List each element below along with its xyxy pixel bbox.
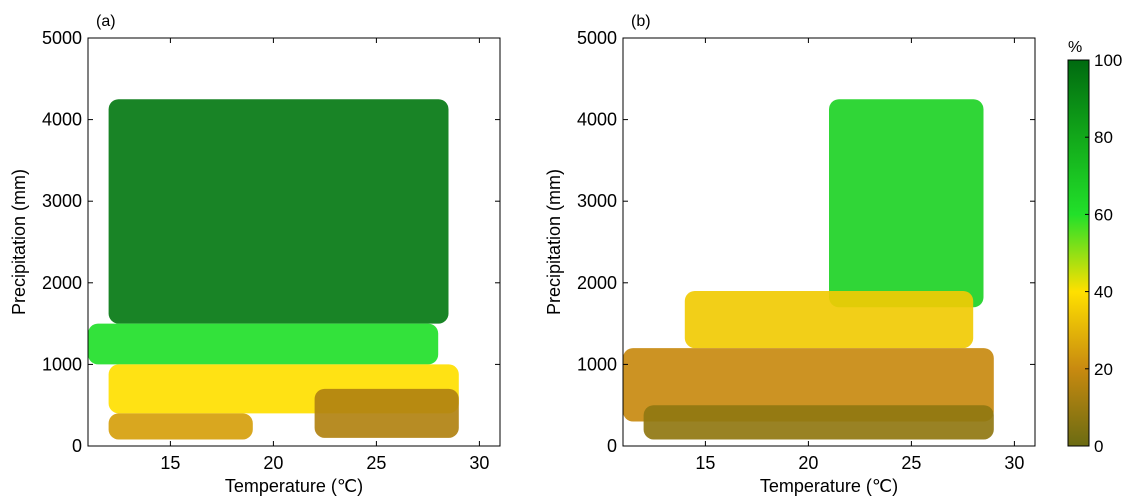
panel-a-x-ticks: 15 20 25 30: [160, 38, 489, 473]
panel-b-xlabel: Temperature (℃): [760, 476, 898, 496]
y-tick-label: 0: [607, 436, 617, 456]
panel-a-ylabel: Precipitation (mm): [9, 169, 29, 315]
y-tick-label: 2000: [42, 273, 82, 293]
panel-b-label: (b): [631, 13, 651, 30]
y-tick-label: 5000: [42, 28, 82, 48]
x-tick-label: 20: [263, 453, 283, 473]
heatmap-region: [108, 413, 253, 440]
heatmap-region: [314, 388, 459, 438]
y-tick-label: 1000: [577, 354, 617, 374]
heatmap-region: [88, 323, 439, 365]
panel-a-heatmap: [88, 99, 459, 440]
y-tick-label: 1000: [42, 354, 82, 374]
y-tick-label: 3000: [577, 191, 617, 211]
panel-b-heatmap: [623, 99, 994, 440]
y-tick-label: 4000: [42, 110, 82, 130]
panel-b-x-ticks: 15 20 25 30: [695, 38, 1024, 473]
colorbar: % 0 20 40 60 80 100: [1067, 39, 1122, 456]
colorbar-tick-label: 80: [1094, 128, 1113, 147]
colorbar-gradient: [1067, 59, 1090, 447]
panel-a-xlabel: Temperature (℃): [225, 476, 363, 496]
heatmap-region: [623, 348, 994, 422]
panel-a: (a) Temperature (℃) Precipitation (mm) 1…: [9, 13, 501, 496]
panel-a-frame: [87, 37, 501, 447]
y-tick-label: 4000: [577, 110, 617, 130]
colorbar-unit-label: %: [1068, 39, 1082, 56]
x-tick-label: 30: [1004, 453, 1024, 473]
colorbar-tick-label: 40: [1094, 283, 1113, 302]
x-tick-label: 20: [798, 453, 818, 473]
y-tick-label: 2000: [577, 273, 617, 293]
x-tick-label: 15: [695, 453, 715, 473]
x-tick-label: 25: [901, 453, 921, 473]
panel-b-ylabel: Precipitation (mm): [544, 169, 564, 315]
panel-b-y-ticks: 0 1000 2000 3000 4000 5000: [577, 28, 1035, 456]
panel-b-frame: [622, 37, 1036, 447]
colorbar-tick-label: 20: [1094, 360, 1113, 379]
colorbar-ticks: 0 20 40 60 80 100: [1085, 51, 1122, 456]
x-tick-label: 25: [366, 453, 386, 473]
x-tick-label: 15: [160, 453, 180, 473]
panel-a-y-ticks: 0 1000 2000 3000 4000 5000: [42, 28, 500, 456]
colorbar-tick-label: 0: [1094, 437, 1103, 456]
heatmap-region: [108, 99, 449, 324]
colorbar-tick-label: 100: [1094, 51, 1122, 70]
x-tick-label: 30: [469, 453, 489, 473]
panel-a-label: (a): [96, 13, 116, 30]
y-tick-label: 3000: [42, 191, 82, 211]
heatmap-region: [829, 99, 984, 308]
panel-b: (b) Temperature (℃) Precipitation (mm) 1…: [544, 13, 1036, 496]
y-tick-label: 5000: [577, 28, 617, 48]
y-tick-label: 0: [72, 436, 82, 456]
heatmap-region: [684, 290, 974, 349]
heatmap-region: [643, 405, 994, 440]
colorbar-tick-label: 60: [1094, 205, 1113, 224]
